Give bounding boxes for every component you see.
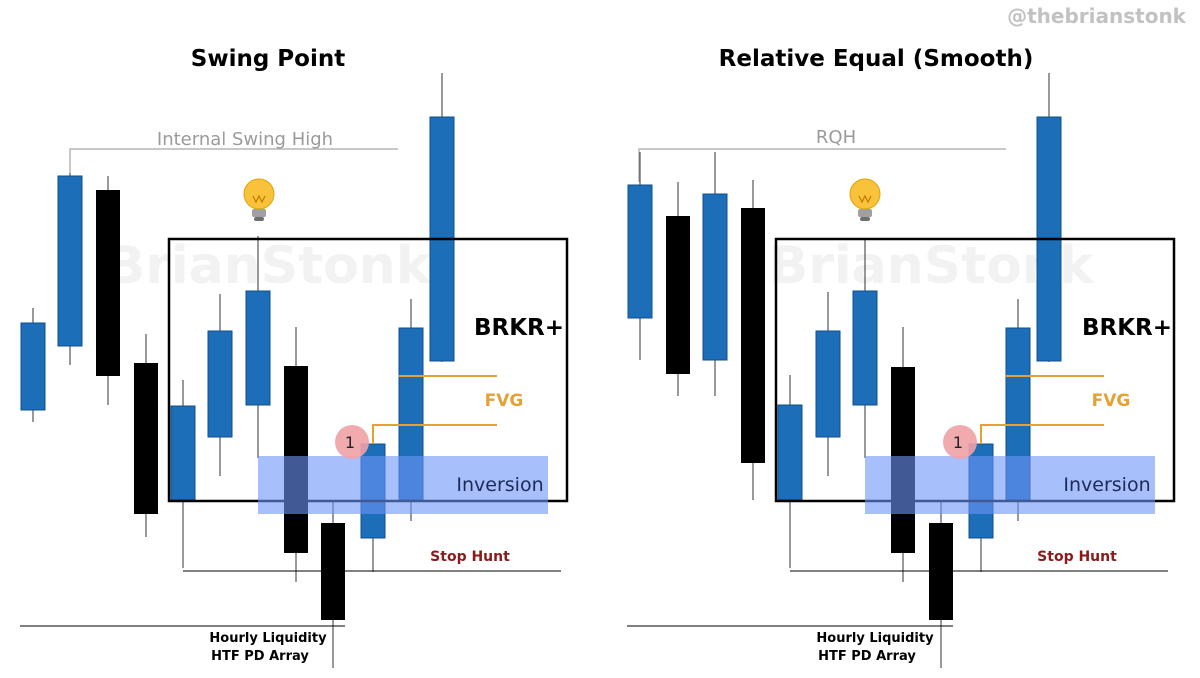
pd-array-label: HTF PD Array: [211, 649, 309, 664]
step-badge: [335, 425, 369, 459]
panel-relative-equal: Relative Equal (Smooth) BrianStonk RQH: [627, 46, 1176, 668]
bull-candle: [815, 330, 841, 438]
candles: [627, 73, 1062, 668]
swing-high-line: [69, 148, 398, 173]
pd-array-label: HTF PD Array: [818, 649, 916, 664]
panel-title: Relative Equal (Smooth): [719, 46, 1034, 72]
panel-swing-point: Swing Point BrianStonk Internal Swing Hi…: [20, 46, 569, 668]
bull-candle: [852, 290, 878, 406]
bear-candle: [741, 208, 765, 463]
inversion-label: Inversion: [456, 474, 543, 496]
bull-candle: [702, 193, 728, 361]
inversion-zone: [258, 456, 548, 514]
bull-candle: [20, 322, 46, 411]
inversion-label: Inversion: [1063, 474, 1150, 496]
bear-candle: [666, 216, 690, 374]
stop-hunt-label: Stop Hunt: [1037, 549, 1117, 565]
bull-candle: [57, 175, 83, 347]
fvg-bottom-line: [372, 424, 497, 444]
step-badge-label: 1: [953, 433, 963, 452]
breaker-label: BRKR+: [474, 315, 564, 341]
watermark: BrianStonk: [106, 236, 432, 296]
bull-candle: [245, 290, 271, 406]
step-badge-label: 1: [345, 433, 355, 452]
lightbulb-icon: [849, 178, 881, 221]
bear-candle: [96, 190, 120, 376]
author-handle: @thebrianstonk: [1007, 4, 1186, 28]
stop-hunt-label: Stop Hunt: [430, 549, 510, 565]
fvg-label: FVG: [485, 391, 524, 411]
step-badge: [943, 425, 977, 459]
swing-high-label: Internal Swing High: [157, 129, 333, 150]
liquidity-label: Hourly Liquidity: [209, 631, 327, 646]
relative-equal-high-label: RQH: [816, 127, 856, 148]
bear-candle: [134, 363, 158, 514]
fvg-bottom-line: [980, 424, 1104, 444]
relative-equal-high-line: [638, 148, 1006, 182]
bull-candle: [777, 404, 803, 501]
bull-candle: [170, 405, 196, 501]
lightbulb-icon: [243, 178, 275, 221]
candles: [20, 73, 455, 668]
panel-title: Swing Point: [191, 46, 345, 72]
liquidity-label: Hourly Liquidity: [816, 631, 934, 646]
fvg-label: FVG: [1092, 391, 1131, 411]
breaker-label: BRKR+: [1082, 315, 1172, 341]
inversion-zone: [865, 456, 1155, 514]
bull-candle: [627, 184, 653, 319]
bull-candle: [207, 330, 233, 438]
